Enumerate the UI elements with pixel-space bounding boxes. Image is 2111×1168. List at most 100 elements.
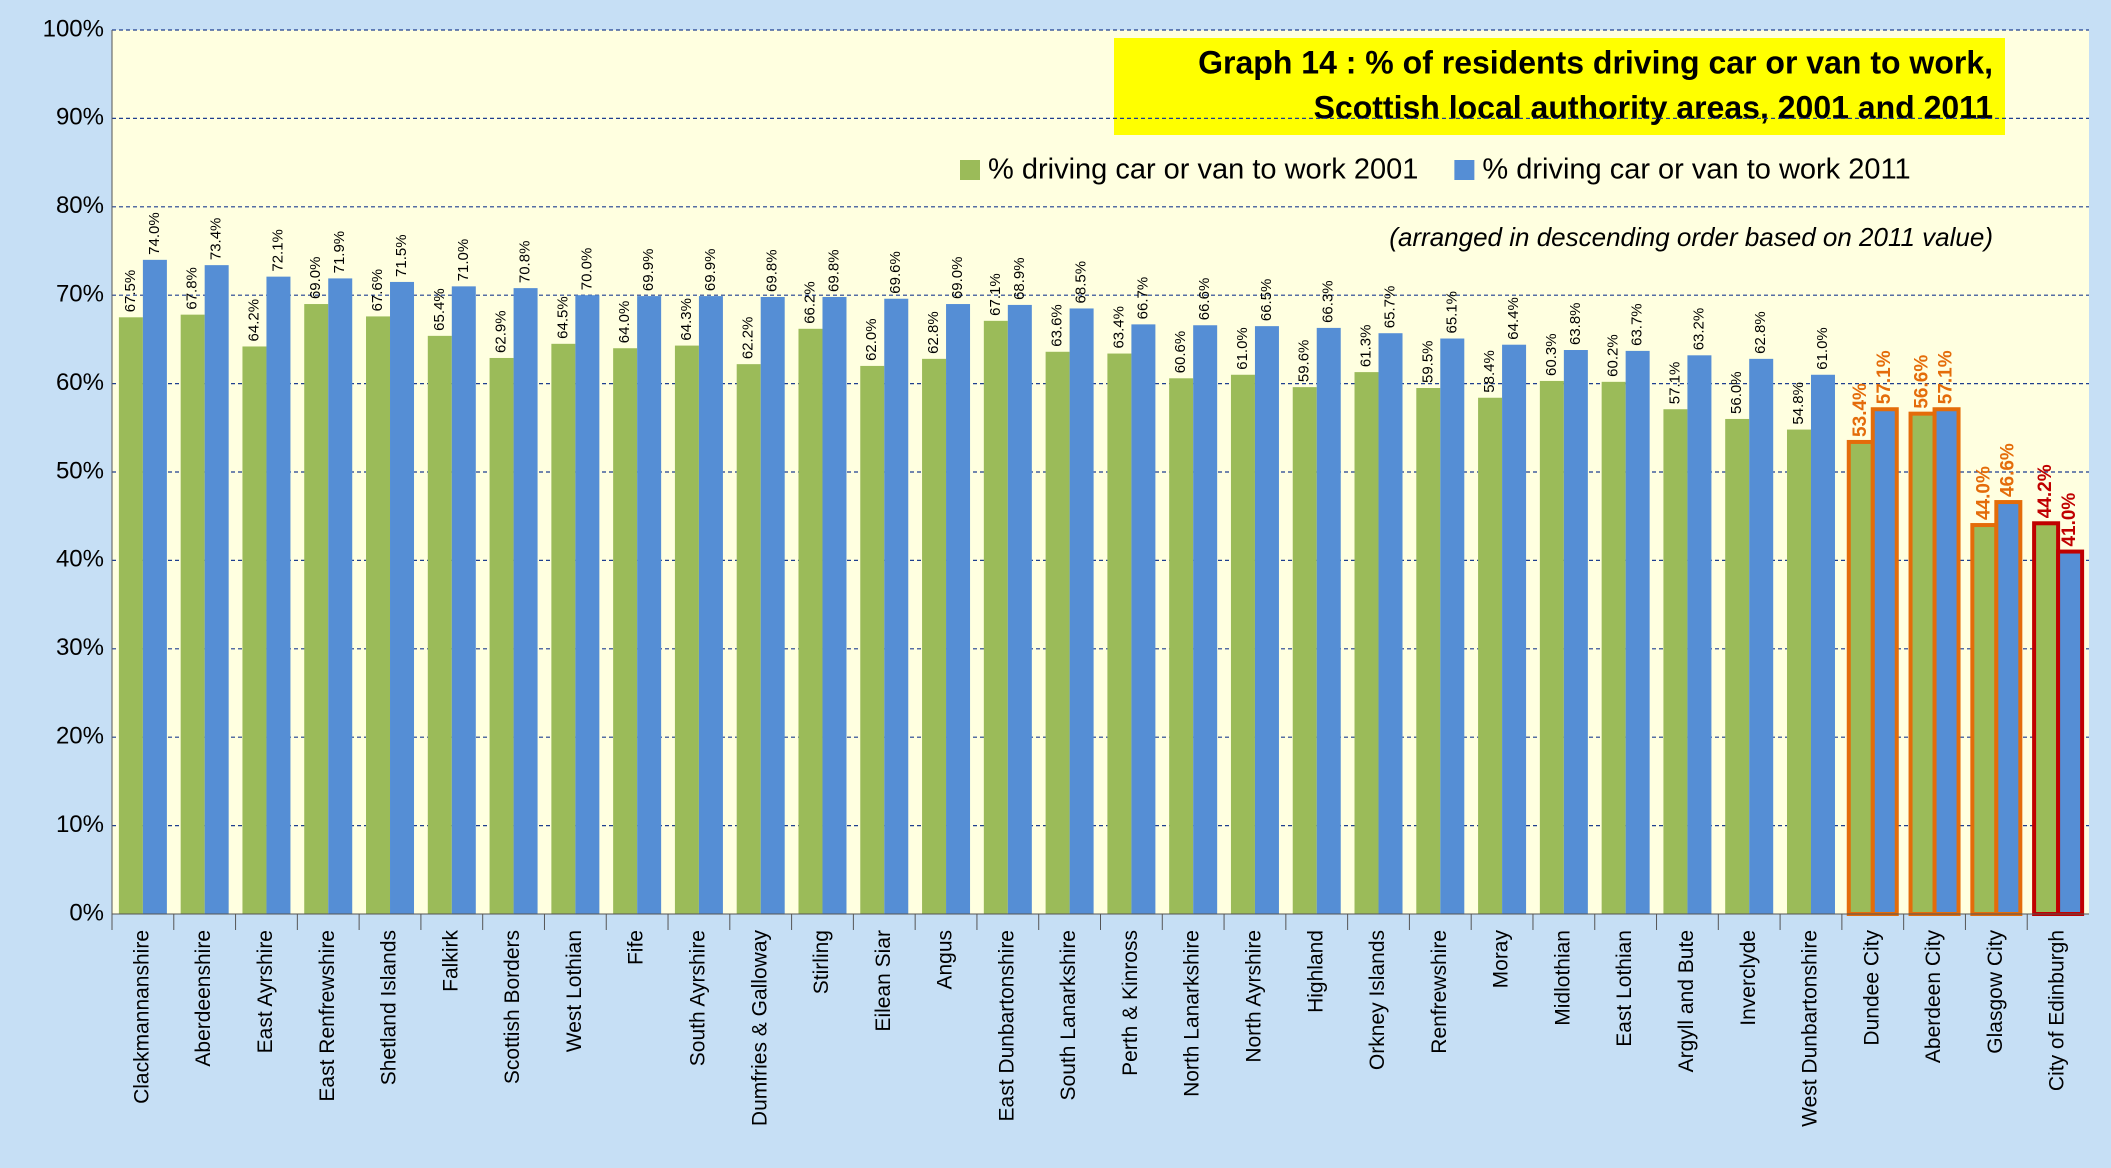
bar [2032, 521, 2061, 916]
bar [637, 296, 662, 915]
data-label: 62.8% [1752, 311, 1769, 354]
bar [1563, 350, 1588, 914]
bar [1970, 523, 1999, 916]
x-tick-label: East Dunbartonshire [995, 930, 1018, 1121]
data-label: 67.6% [369, 269, 386, 312]
x-tick-label: Shetland Islands [378, 930, 401, 1085]
bar [884, 298, 909, 915]
x-tick-label: South Lanarkshire [1057, 930, 1080, 1100]
x-tick-label: North Lanarkshire [1181, 930, 1204, 1097]
data-label: 68.5% [1073, 261, 1090, 304]
data-label: 69.8% [825, 249, 842, 292]
x-tick-label: Angus [934, 930, 957, 990]
data-label: 60.6% [1172, 331, 1189, 374]
bar [860, 365, 885, 914]
bar [1932, 407, 1961, 916]
data-label: 63.4% [1110, 306, 1127, 349]
bar [427, 335, 452, 914]
x-tick-label: South Ayrshire [686, 930, 709, 1066]
x-tick-label: Eilean Siar [872, 930, 895, 1032]
bar [1316, 327, 1341, 915]
x-tick-label: Glasgow City [1984, 930, 2007, 1054]
bar [922, 358, 947, 914]
bar [1908, 411, 1937, 916]
bar [489, 357, 514, 914]
bar [674, 345, 699, 914]
bar [1354, 372, 1379, 914]
data-label: 70.0% [578, 248, 595, 291]
bar [390, 281, 415, 914]
data-label: 67.1% [987, 273, 1004, 316]
y-tick-label: 30% [56, 634, 104, 661]
data-label: 64.4% [1505, 297, 1522, 340]
bar [983, 320, 1008, 914]
bar [1131, 324, 1156, 914]
bar [760, 296, 785, 914]
data-label: 63.2% [1690, 308, 1707, 351]
bar [1416, 388, 1441, 914]
bar [1230, 374, 1255, 914]
x-tick-label: Stirling [810, 930, 833, 994]
bar [328, 278, 353, 914]
bar [1810, 374, 1835, 914]
data-label: 44.2% [2035, 464, 2056, 518]
data-label: 71.9% [331, 231, 348, 274]
data-label: 73.4% [208, 218, 225, 261]
y-tick-label: 20% [56, 723, 104, 750]
y-tick-label: 40% [56, 546, 104, 573]
bar [1478, 397, 1503, 914]
bar [142, 259, 167, 915]
note: (arranged in descending order based on 2… [1389, 222, 1993, 252]
data-label: 57.1% [1666, 362, 1683, 405]
y-tick-label: 70% [56, 281, 104, 308]
data-label: 69.6% [887, 251, 904, 294]
legend-swatch [1454, 160, 1475, 180]
y-tick-label: 80% [56, 192, 104, 219]
data-label: 66.3% [1320, 280, 1337, 323]
x-tick-label: Orkney Islands [1366, 930, 1389, 1070]
bar [2056, 549, 2085, 916]
bar [1107, 353, 1132, 914]
bar [1725, 418, 1750, 914]
bar [1007, 304, 1032, 914]
data-label: 58.4% [1481, 350, 1498, 393]
data-label: 59.6% [1296, 340, 1313, 383]
data-label: 72.1% [269, 229, 286, 272]
data-label: 66.6% [1196, 278, 1213, 321]
data-label: 64.2% [245, 299, 262, 342]
bar [1502, 344, 1527, 915]
bar [551, 343, 576, 914]
bar [698, 296, 723, 915]
bar [1292, 387, 1317, 914]
bar [1687, 355, 1712, 914]
x-tick-label: East Ayrshire [254, 930, 277, 1053]
bar [1539, 380, 1564, 914]
x-tick-label: City of Edinburgh [2046, 930, 2069, 1091]
x-tick-label: Highland [1304, 930, 1327, 1013]
data-label: 69.9% [640, 249, 657, 292]
data-label: 64.3% [678, 298, 695, 341]
x-tick-label: Fife [625, 930, 648, 965]
data-label: 69.0% [949, 256, 966, 299]
bar [1846, 439, 1875, 916]
bar [1749, 358, 1774, 914]
data-label: 62.8% [925, 311, 942, 354]
data-label: 70.8% [517, 241, 534, 284]
data-label: 65.4% [431, 288, 448, 331]
bar [1169, 378, 1194, 914]
bar [204, 265, 229, 914]
bar [798, 328, 823, 914]
data-label: 69.9% [702, 249, 719, 292]
y-tick-label: 100% [43, 15, 104, 42]
bar [1193, 325, 1218, 915]
chart-title: Scottish local authority areas, 2001 and… [1314, 89, 1993, 125]
x-tick-label: Aberdeenshire [192, 930, 215, 1067]
x-tick-label: Dumfries & Galloway [748, 930, 771, 1127]
x-tick-label: Inverclyde [1737, 930, 1760, 1026]
bar [946, 304, 971, 914]
bar [1254, 326, 1279, 914]
y-tick-label: 60% [56, 369, 104, 396]
data-label: 66.7% [1134, 277, 1151, 320]
data-label: 63.6% [1049, 304, 1066, 347]
